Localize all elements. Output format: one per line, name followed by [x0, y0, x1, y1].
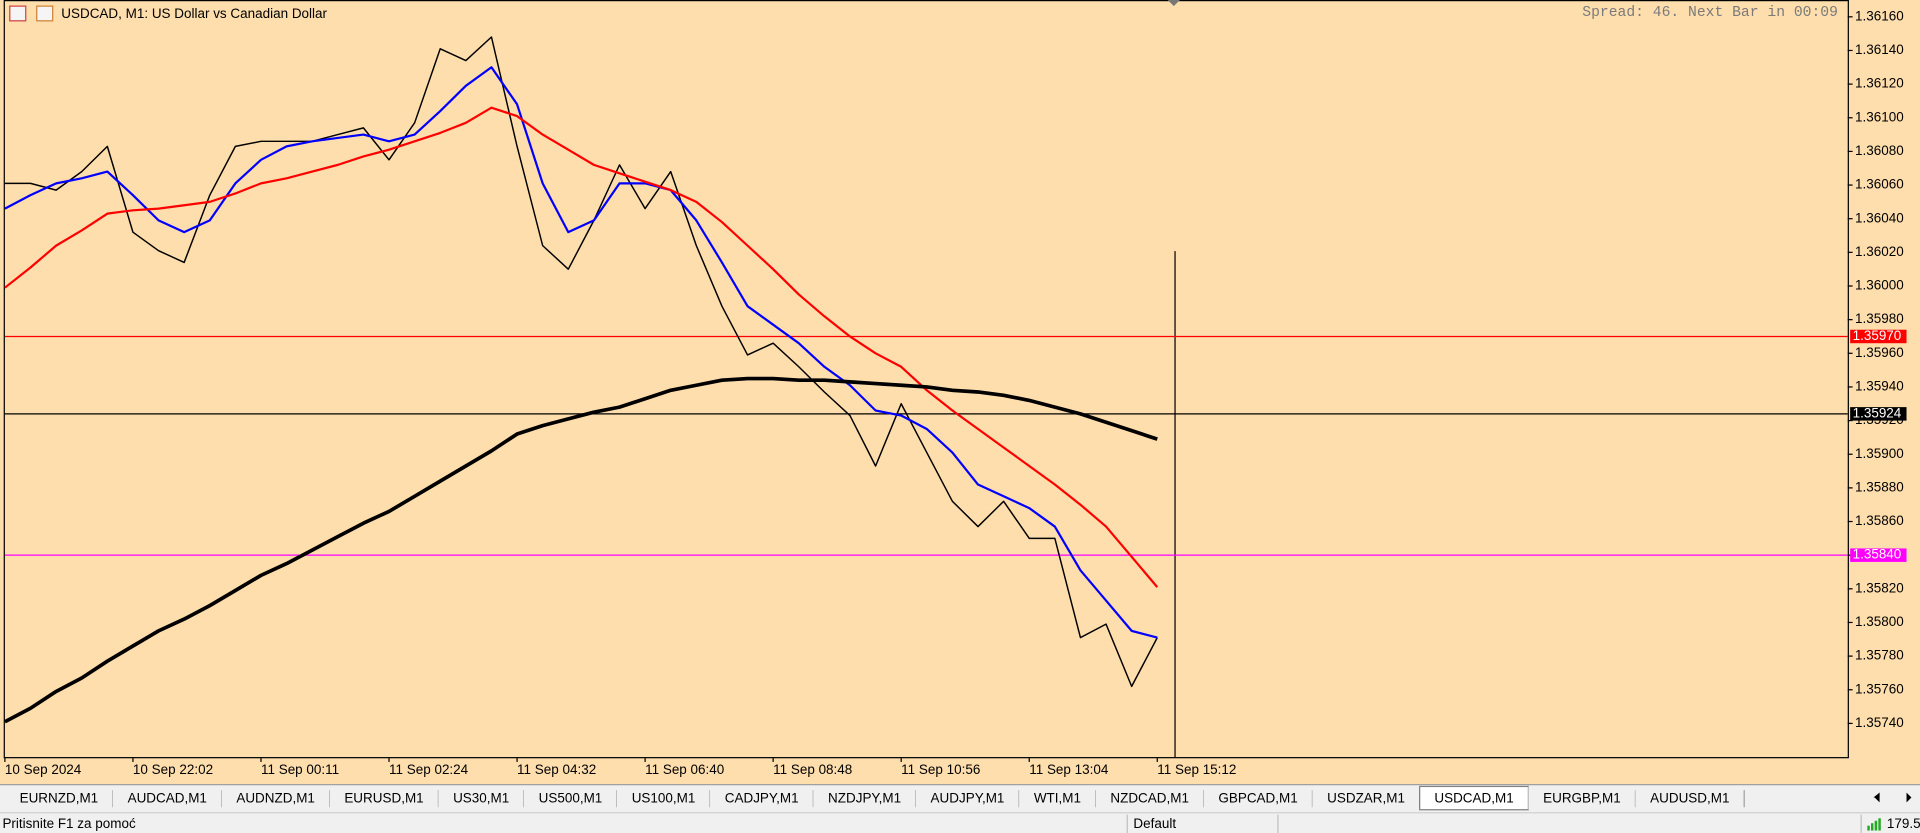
y-tick-label: 1.35780	[1855, 648, 1904, 663]
tab-label[interactable]: USDCAD,M1	[1434, 790, 1513, 805]
x-tick-label: 11 Sep 10:56	[901, 762, 980, 777]
tab-label[interactable]: USDZAR,M1	[1327, 790, 1405, 805]
series-line	[4, 66, 1158, 639]
y-tick-label: 1.35980	[1855, 311, 1904, 326]
status-speed: 179.54	[1887, 816, 1920, 831]
y-tick-label: 1.36040	[1855, 210, 1904, 225]
tab[interactable]	[1203, 786, 1313, 810]
x-tick-label: 11 Sep 15:12	[1157, 762, 1236, 777]
tab-label[interactable]: US500,M1	[539, 790, 603, 805]
tab-label[interactable]: GBPCAD,M1	[1218, 790, 1297, 805]
tab-label[interactable]: CADJPY,M1	[725, 790, 799, 805]
tab[interactable]	[221, 786, 330, 810]
series-line	[4, 36, 1158, 688]
price-level-label: 1.35970	[1853, 328, 1902, 343]
y-tick-label: 1.35960	[1855, 345, 1904, 360]
tab-label[interactable]: EURNZD,M1	[20, 790, 99, 805]
tab-label[interactable]: EURGBP,M1	[1543, 790, 1621, 805]
price-level-box	[1850, 407, 1907, 421]
x-tick-label: 11 Sep 04:32	[517, 762, 596, 777]
icon	[36, 5, 54, 22]
signal-icon	[1878, 818, 1881, 831]
tab-label[interactable]: US100,M1	[632, 790, 696, 805]
y-tick-label: 1.35940	[1855, 379, 1904, 394]
y-tick-label: 1.35760	[1855, 681, 1904, 696]
x-tick-label: 11 Sep 06:40	[645, 762, 724, 777]
tab[interactable]	[4, 786, 113, 810]
y-tick-label: 1.35880	[1855, 479, 1904, 494]
y-tick-label: 1.36060	[1855, 177, 1904, 192]
icon	[9, 5, 27, 22]
series-line	[4, 376, 1158, 724]
tab[interactable]	[1635, 786, 1745, 810]
price-level-box	[1850, 329, 1907, 344]
signal-icon	[1874, 820, 1878, 831]
price-level-label: 1.35924	[1853, 405, 1902, 420]
chart-title: USDCAD, M1: US Dollar vs Canadian Dollar	[61, 6, 327, 21]
tab[interactable]	[813, 786, 916, 810]
tab-label[interactable]: NZDJPY,M1	[828, 790, 901, 805]
tab-label[interactable]: US30,M1	[453, 790, 509, 805]
spread-info: Spread: 46. Next Bar in 00:09	[1582, 5, 1838, 21]
x-tick-label: 11 Sep 02:24	[389, 762, 469, 777]
tab-label[interactable]: AUDCAD,M1	[128, 790, 207, 805]
y-tick-label: 1.35900	[1855, 446, 1904, 461]
y-tick-label: 1.35800	[1855, 614, 1904, 629]
tab[interactable]	[1019, 786, 1096, 810]
tab[interactable]	[1095, 786, 1204, 810]
y-tick-label: 1.36160	[1855, 8, 1904, 23]
y-tick-label: 1.36000	[1855, 278, 1904, 293]
series-line	[4, 106, 1159, 588]
tab[interactable]	[710, 786, 814, 810]
x-tick-label: 11 Sep 08:48	[773, 762, 852, 777]
tab[interactable]	[1312, 786, 1420, 810]
y-tick-label: 1.36140	[1855, 42, 1904, 57]
signal-icon	[1870, 823, 1874, 831]
y-tick-label: 1.35820	[1855, 580, 1904, 595]
plot-frame	[3, 0, 1849, 759]
tab-label[interactable]: NZDCAD,M1	[1110, 790, 1189, 805]
status-help: Pritisnite F1 za pomoć	[2, 816, 136, 831]
y-tick-label: 1.35740	[1855, 715, 1904, 730]
y-tick-label: 1.36020	[1855, 244, 1904, 259]
tab-label[interactable]: AUDUSD,M1	[1650, 790, 1729, 805]
tab-scroll-left[interactable]	[1874, 792, 1880, 803]
status-bar	[0, 812, 1920, 833]
tab[interactable]	[915, 786, 1020, 810]
x-tick-label: 11 Sep 13:04	[1029, 762, 1109, 777]
y-tick-label: 1.36080	[1855, 143, 1904, 158]
tab[interactable]	[616, 786, 711, 810]
y-tick-label: 1.36120	[1855, 76, 1904, 91]
tab[interactable]	[438, 786, 524, 810]
tab-scroll-right[interactable]	[1906, 792, 1912, 803]
tab[interactable]	[1528, 786, 1636, 810]
x-tick-label: 11 Sep 00:11	[261, 762, 339, 777]
tab[interactable]	[329, 786, 439, 810]
status-profile: Default	[1133, 816, 1176, 831]
signal-icon	[1867, 825, 1870, 831]
tab[interactable]	[112, 786, 222, 810]
price-level-box	[1850, 548, 1907, 562]
y-tick-label: 1.35860	[1855, 513, 1904, 528]
shift-marker	[1167, 0, 1180, 7]
tab-label[interactable]: EURUSD,M1	[344, 790, 423, 805]
tab-label[interactable]: AUDNZD,M1	[236, 790, 315, 805]
price-level-label: 1.35840	[1853, 547, 1902, 562]
tab-label[interactable]: AUDJPY,M1	[931, 790, 1005, 805]
y-tick-label: 1.36100	[1855, 109, 1904, 124]
x-tick-label: 10 Sep 22:02	[133, 762, 213, 777]
tab[interactable]	[523, 786, 617, 810]
tab-label[interactable]: WTI,M1	[1034, 790, 1081, 805]
x-tick-label: 10 Sep 2024	[5, 762, 82, 777]
